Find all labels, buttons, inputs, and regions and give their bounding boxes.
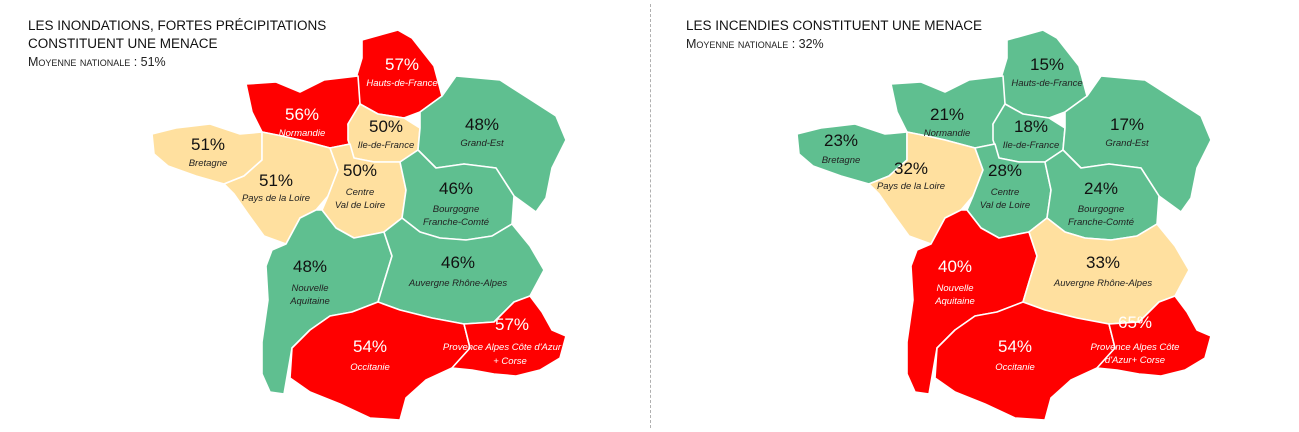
region-name-nor: Normandie (279, 128, 325, 139)
region-name-ge: Grand-Est (1105, 138, 1149, 149)
region-percent-ge: 48% (465, 115, 499, 134)
map-title: LES INONDATIONS, FORTES PRÉCIPITATIONS C… (28, 17, 326, 71)
map-panel-fires: LES INCENDIES CONSTITUENT UNE MENACE Moy… (659, 0, 1299, 432)
map-title-line2: CONSTITUENT UNE MENACE (28, 36, 218, 51)
region-percent-ge: 17% (1110, 115, 1144, 134)
region-name-na: Nouvelle (292, 283, 329, 294)
france-map-floods: 57% Hauts-de-France 56% Normandie 50% Ile-de-… (151, 29, 567, 421)
region-hdf (1000, 29, 1088, 119)
region-name-paca: Provence Alpes Côte (1091, 342, 1180, 353)
region-percent-occ: 54% (998, 337, 1032, 356)
region-name-line2-cvl: Val de Loire (335, 200, 385, 211)
region-percent-occ: 54% (353, 337, 387, 356)
national-average: Moyenne nationale : 51% (28, 55, 166, 69)
region-percent-cvl: 28% (988, 161, 1022, 180)
region-name-line2-bfc: Franche-Comté (1068, 217, 1134, 228)
region-percent-paca: 57% (495, 315, 529, 334)
national-average: Moyenne nationale : 32% (686, 37, 824, 51)
region-hdf (355, 29, 443, 119)
map-title: LES INCENDIES CONSTITUENT UNE MENACE Moy… (686, 17, 982, 53)
region-name-hdf: Hauts-de-France (366, 78, 437, 89)
region-name-cvl: Centre (346, 187, 375, 198)
region-percent-hdf: 57% (385, 55, 419, 74)
region-name-idf: Ile-de-France (1003, 140, 1060, 151)
region-name-ara: Auvergne Rhône-Alpes (408, 278, 507, 289)
region-name-paca: Provence Alpes Côte d'Azur (443, 342, 562, 353)
region-name-bfc: Bourgogne (1078, 204, 1124, 215)
region-percent-bre: 23% (824, 131, 858, 150)
map-title-line1: LES INONDATIONS, FORTES PRÉCIPITATIONS (28, 18, 327, 33)
regions-group: 57% Hauts-de-France 56% Normandie 50% Ile-de-… (151, 29, 567, 421)
region-name-line2-cvl: Val de Loire (980, 200, 1030, 211)
region-percent-bfc: 24% (1084, 179, 1118, 198)
region-name-ara: Auvergne Rhône-Alpes (1053, 278, 1152, 289)
region-name-na: Nouvelle (937, 283, 974, 294)
region-percent-idf: 18% (1014, 117, 1048, 136)
region-name-bre: Bretagne (822, 155, 861, 166)
region-percent-na: 40% (938, 257, 972, 276)
region-name-hdf: Hauts-de-France (1011, 78, 1082, 89)
region-percent-nor: 21% (930, 105, 964, 124)
region-percent-pdl: 51% (259, 171, 293, 190)
map-title-line1: LES INCENDIES CONSTITUENT UNE MENACE (686, 18, 983, 33)
regions-group: 15% Hauts-de-France 21% Normandie 18% Ile-de-… (796, 29, 1212, 421)
region-percent-ara: 33% (1086, 253, 1120, 272)
region-name-bfc: Bourgogne (433, 204, 479, 215)
region-percent-bfc: 46% (439, 179, 473, 198)
region-name-cvl: Centre (991, 187, 1020, 198)
region-name-bre: Bretagne (189, 158, 228, 169)
region-percent-nor: 56% (285, 105, 319, 124)
region-percent-cvl: 50% (343, 161, 377, 180)
region-name-idf: Ile-de-France (358, 140, 415, 151)
region-name-nor: Normandie (924, 128, 970, 139)
map-panel-floods: LES INONDATIONS, FORTES PRÉCIPITATIONS C… (0, 0, 640, 432)
region-percent-ara: 46% (441, 253, 475, 272)
region-name-occ: Occitanie (350, 362, 390, 373)
region-name-ge: Grand-Est (460, 138, 504, 149)
region-percent-hdf: 15% (1030, 55, 1064, 74)
region-name-line2-bfc: Franche-Comté (423, 217, 489, 228)
region-name-pdl: Pays de la Loire (242, 193, 310, 204)
region-percent-paca: 65% (1118, 313, 1152, 332)
region-percent-idf: 50% (369, 117, 403, 136)
region-name-line2-paca: d'Azur+ Corse (1105, 355, 1165, 366)
region-percent-na: 48% (293, 257, 327, 276)
region-percent-pdl: 32% (894, 159, 928, 178)
region-name-line2-na: Aquitaine (289, 296, 330, 307)
region-percent-bre: 51% (191, 135, 225, 154)
panel-divider (650, 4, 651, 428)
region-paca (451, 295, 567, 377)
region-name-pdl: Pays de la Loire (877, 181, 945, 192)
region-name-line2-na: Aquitaine (934, 296, 975, 307)
region-paca (1096, 295, 1212, 377)
region-name-occ: Occitanie (995, 362, 1035, 373)
france-map-fires: 15% Hauts-de-France 21% Normandie 18% Ile-de-… (796, 29, 1212, 421)
region-name-line2-paca: + Corse (493, 356, 527, 367)
